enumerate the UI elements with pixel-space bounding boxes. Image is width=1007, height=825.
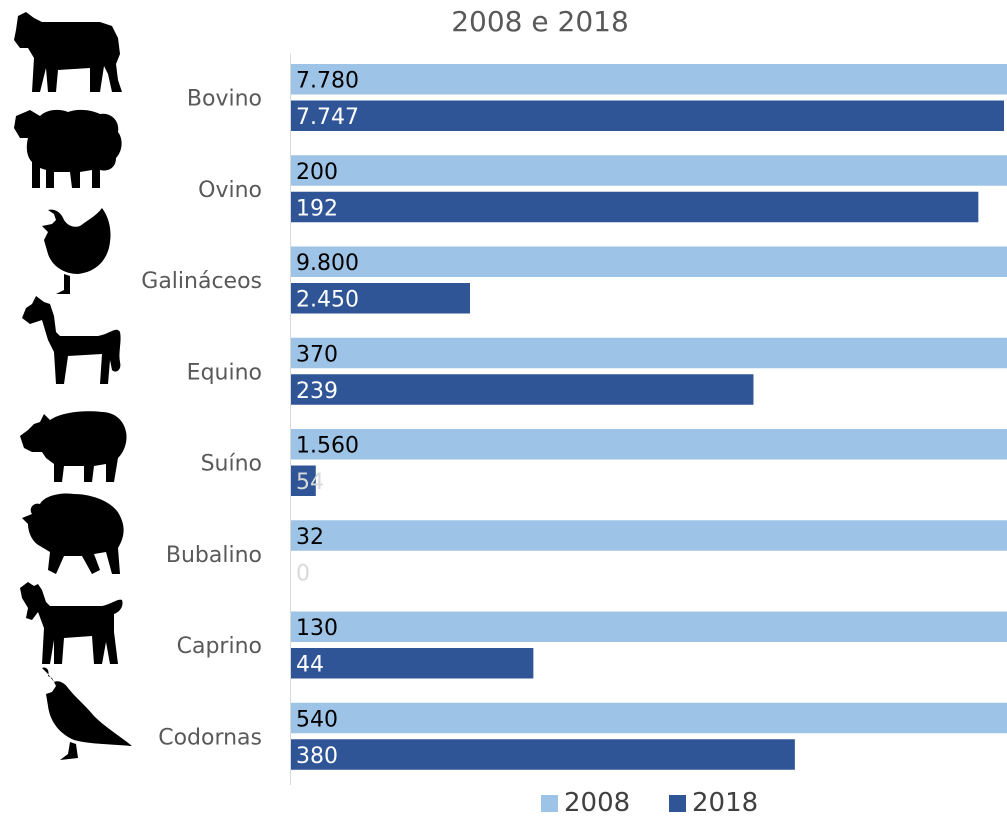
bar-2008-6 [291, 611, 1007, 642]
sheep-icon [14, 109, 122, 188]
data-label-2008-0: 7.780 [296, 69, 359, 94]
data-label-2008-5: 32 [296, 525, 324, 550]
data-label-2018-4: 54 [296, 470, 324, 495]
category-label-2: Galináceos [141, 269, 262, 294]
bar-2018-3 [291, 374, 754, 405]
legend-label-2008: 2008 [564, 788, 631, 818]
bar-2018-7 [291, 739, 795, 770]
data-label-2018-7: 380 [296, 744, 338, 769]
chicken-icon [42, 208, 111, 294]
legend-swatch-2008 [541, 794, 558, 812]
data-label-2008-6: 130 [296, 616, 338, 641]
data-label-2008-7: 540 [296, 707, 338, 732]
bar-2018-4 [291, 465, 316, 496]
bar-2018-6 [291, 648, 534, 679]
data-label-2018-3: 239 [296, 379, 338, 404]
bar-2008-4 [291, 429, 1007, 460]
pig-icon [20, 411, 127, 482]
data-label-2018-0: 7.747 [296, 105, 359, 130]
category-label-1: Ovino [198, 178, 262, 203]
legend-label-2018: 2018 [692, 788, 759, 818]
goat-icon [20, 582, 123, 664]
data-label-2018-5: 0 [296, 561, 310, 586]
bar-2008-2 [291, 246, 1007, 277]
bar-2018-0 [291, 100, 1004, 131]
cow-icon [14, 12, 122, 92]
category-label-3: Equino [187, 360, 262, 385]
legend-item-2018: 2018 [669, 788, 758, 818]
data-label-2008-2: 9.800 [296, 251, 359, 276]
bar-2008-3 [291, 337, 1007, 369]
bar-2018-1 [291, 191, 979, 223]
data-label-2018-1: 192 [296, 196, 338, 221]
chart-title: 2008 e 2018 [451, 5, 629, 38]
bar-2008-0 [291, 64, 1007, 95]
data-label-2008-3: 370 [296, 342, 338, 367]
data-label-2008-4: 1.560 [296, 434, 359, 459]
data-label-2018-2: 2.450 [296, 288, 359, 313]
chart-legend: 2008 2018 [0, 788, 1007, 824]
category-label-6: Caprino [177, 634, 262, 659]
bar-2008-1 [291, 155, 1007, 186]
buffalo-icon [22, 493, 124, 574]
legend-item-2008: 2008 [541, 788, 630, 818]
category-label-4: Suíno [201, 452, 262, 477]
bar-2018-2 [291, 283, 470, 314]
bar-2008-5 [291, 520, 1007, 551]
data-label-2018-6: 44 [296, 653, 324, 678]
bar-2008-7 [291, 702, 1007, 734]
legend-swatch-2018 [669, 794, 686, 812]
quail-icon [42, 667, 132, 760]
horse-icon [22, 296, 121, 384]
category-label-0: Bovino [187, 87, 262, 112]
category-label-5: Bubalino [166, 543, 262, 568]
category-label-7: Codornas [158, 725, 262, 750]
data-label-2008-1: 200 [296, 160, 338, 185]
